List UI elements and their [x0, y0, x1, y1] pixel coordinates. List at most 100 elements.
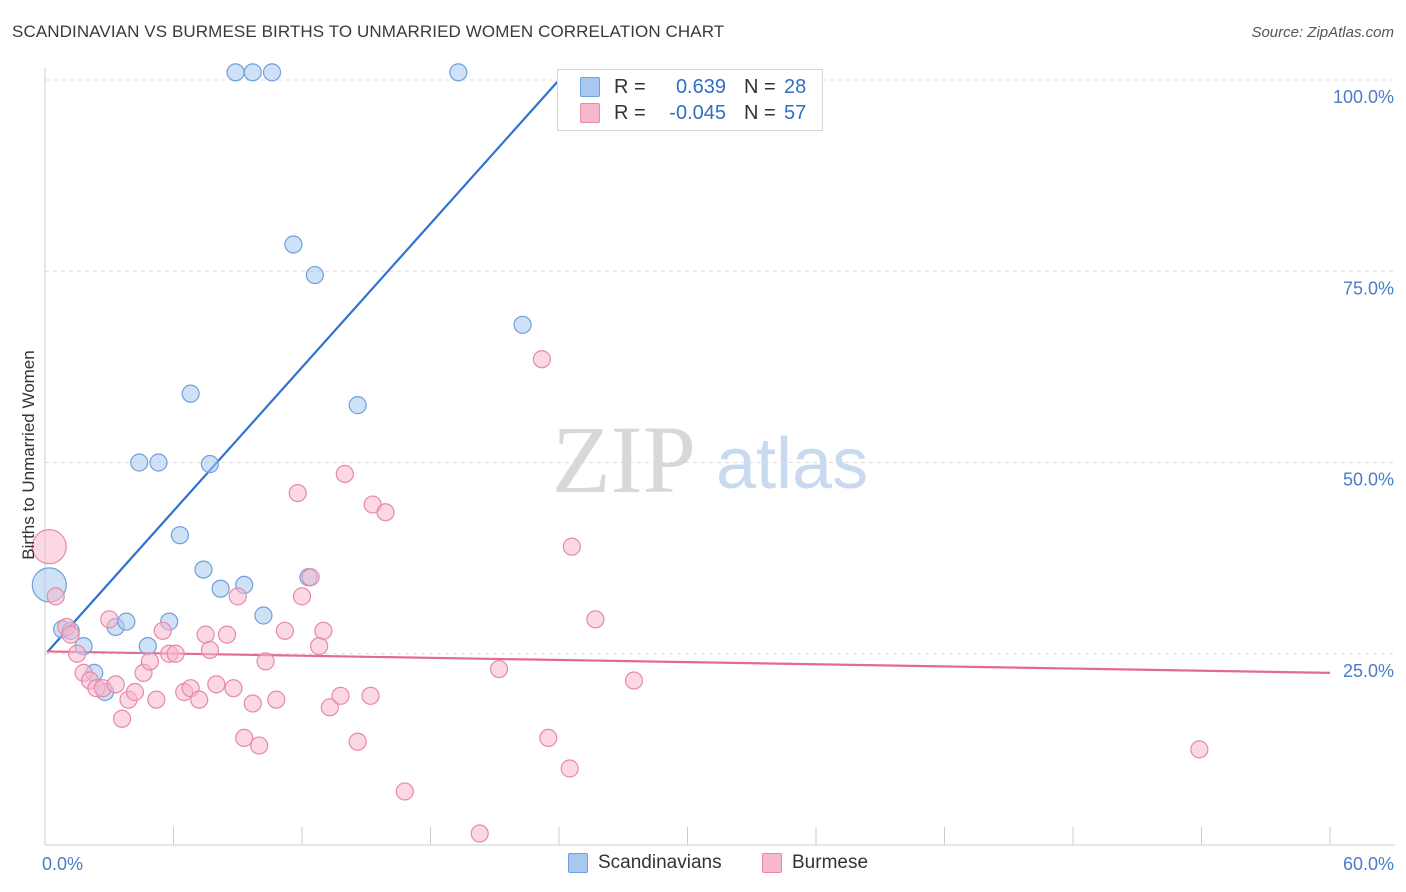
legend-r-value: 0.639: [675, 75, 726, 98]
data-point-burmese: [292, 587, 312, 606]
data-point-burmese: [562, 537, 581, 556]
data-point-burmese: [586, 610, 605, 629]
data-point-burmese: [361, 686, 380, 705]
data-point-burmese: [470, 824, 489, 843]
data-point-scandinavians: [138, 636, 157, 656]
data-point-burmese: [190, 690, 209, 709]
y-axis-title: Births to Unmarried Women: [19, 350, 38, 559]
series-swatch-burmese: [762, 853, 782, 873]
data-point-burmese: [166, 644, 185, 663]
data-point-burmese: [46, 587, 65, 606]
data-point-burmese: [267, 690, 286, 709]
data-point-burmese: [68, 644, 87, 663]
data-point-scandinavians: [262, 63, 282, 82]
data-point-burmese: [112, 709, 132, 728]
data-point-burmese: [331, 686, 350, 705]
data-point-burmese: [1190, 740, 1209, 759]
data-point-burmese: [217, 625, 237, 644]
data-point-burmese: [243, 694, 262, 713]
data-point-burmese: [250, 736, 269, 755]
y-tick-label: 100.0%: [1333, 87, 1394, 107]
trend-line-burmese: [47, 650, 1331, 674]
legend-row-burmese: R = -0.045 N = 57: [580, 100, 806, 126]
legend-swatch-scandinavians: [580, 77, 600, 97]
watermark-zip: ZIP: [552, 406, 696, 513]
data-point-burmese: [376, 503, 395, 522]
data-point-burmese: [310, 636, 329, 656]
data-points: [31, 63, 1209, 843]
data-point-burmese: [196, 625, 215, 644]
data-point-burmese: [395, 782, 414, 801]
data-point-burmese: [106, 675, 125, 694]
data-point-burmese: [61, 625, 80, 644]
legend-r-label: R =: [614, 75, 646, 98]
data-point-scandinavians: [226, 63, 245, 82]
data-point-burmese: [560, 759, 579, 778]
data-point-scandinavians: [211, 579, 230, 598]
series-label-burmese: Burmese: [792, 852, 869, 873]
data-point-burmese: [335, 464, 354, 484]
data-point-scandinavians: [348, 396, 367, 415]
data-point-burmese: [275, 621, 294, 640]
data-point-burmese: [256, 652, 275, 671]
data-point-scandinavians: [170, 526, 190, 545]
data-point-burmese: [539, 728, 558, 748]
data-point-burmese: [532, 350, 551, 369]
data-point-burmese: [624, 671, 644, 690]
data-point-scandinavians: [449, 63, 468, 82]
data-point-scandinavians: [254, 606, 273, 625]
data-point-scandinavians: [117, 612, 136, 631]
x-tick-label: 0.0%: [42, 854, 83, 874]
series-label-scandinavians: Scandinavians: [598, 852, 722, 873]
data-point-burmese: [207, 675, 226, 694]
data-point-burmese: [320, 698, 339, 717]
data-point-burmese: [31, 529, 67, 565]
legend-r-label: R =: [614, 101, 646, 124]
legend-n-value: 57: [784, 101, 807, 124]
data-point-scandinavians: [130, 453, 149, 472]
legend-n-label: N =: [744, 101, 776, 124]
chart-title: SCANDINAVIAN VS BURMESE BIRTHS TO UNMARR…: [12, 22, 725, 41]
data-point-scandinavians: [149, 453, 168, 472]
data-point-burmese: [147, 690, 166, 709]
data-point-burmese: [301, 568, 320, 587]
y-tick-label: 25.0%: [1343, 661, 1394, 681]
data-point-burmese: [228, 587, 247, 606]
series-legend: Scandinavians Burmese: [0, 852, 1406, 878]
data-point-scandinavians: [194, 560, 213, 579]
data-point-scandinavians: [200, 454, 220, 474]
x-tick-label: 60.0%: [1343, 854, 1394, 874]
y-tick-label: 75.0%: [1343, 278, 1394, 298]
data-point-scandinavians: [284, 235, 303, 254]
tick-labels: 25.0% 50.0% 75.0% 100.0% 0.0% 60.0%: [42, 87, 1394, 874]
data-point-burmese: [200, 640, 220, 660]
legend-n-label: N =: [744, 75, 776, 98]
data-point-burmese: [153, 621, 172, 640]
data-point-scandinavians: [513, 315, 532, 334]
trend-line-scandinavians: [46, 79, 560, 653]
legend-row-scandinavians: R = 0.639 N = 28: [580, 74, 806, 100]
series-legend-burmese[interactable]: Burmese: [762, 852, 868, 874]
correlation-legend: R = 0.639 N = 28 R = -0.045 N = 57: [557, 69, 823, 131]
y-tick-label: 50.0%: [1343, 470, 1394, 490]
legend-swatch-burmese: [580, 103, 600, 123]
data-point-burmese: [489, 659, 509, 679]
gridlines: [45, 79, 1395, 655]
data-point-burmese: [348, 732, 367, 751]
axes: [44, 68, 1395, 846]
legend-r-value: -0.045: [669, 101, 726, 124]
data-point-burmese: [125, 682, 145, 702]
data-point-burmese: [235, 728, 254, 748]
legend-n-value: 28: [784, 75, 807, 98]
source-credit: Source: ZipAtlas.com: [1251, 24, 1394, 41]
watermark-atlas: atlas: [716, 424, 868, 504]
series-legend-scandinavians[interactable]: Scandinavians: [568, 852, 722, 874]
data-point-burmese: [140, 652, 160, 671]
data-point-scandinavians: [243, 63, 262, 82]
data-point-burmese: [314, 621, 333, 640]
data-point-burmese: [288, 484, 307, 503]
data-point-burmese: [100, 610, 119, 629]
data-point-scandinavians: [305, 265, 324, 285]
series-swatch-scandinavians: [568, 853, 588, 873]
